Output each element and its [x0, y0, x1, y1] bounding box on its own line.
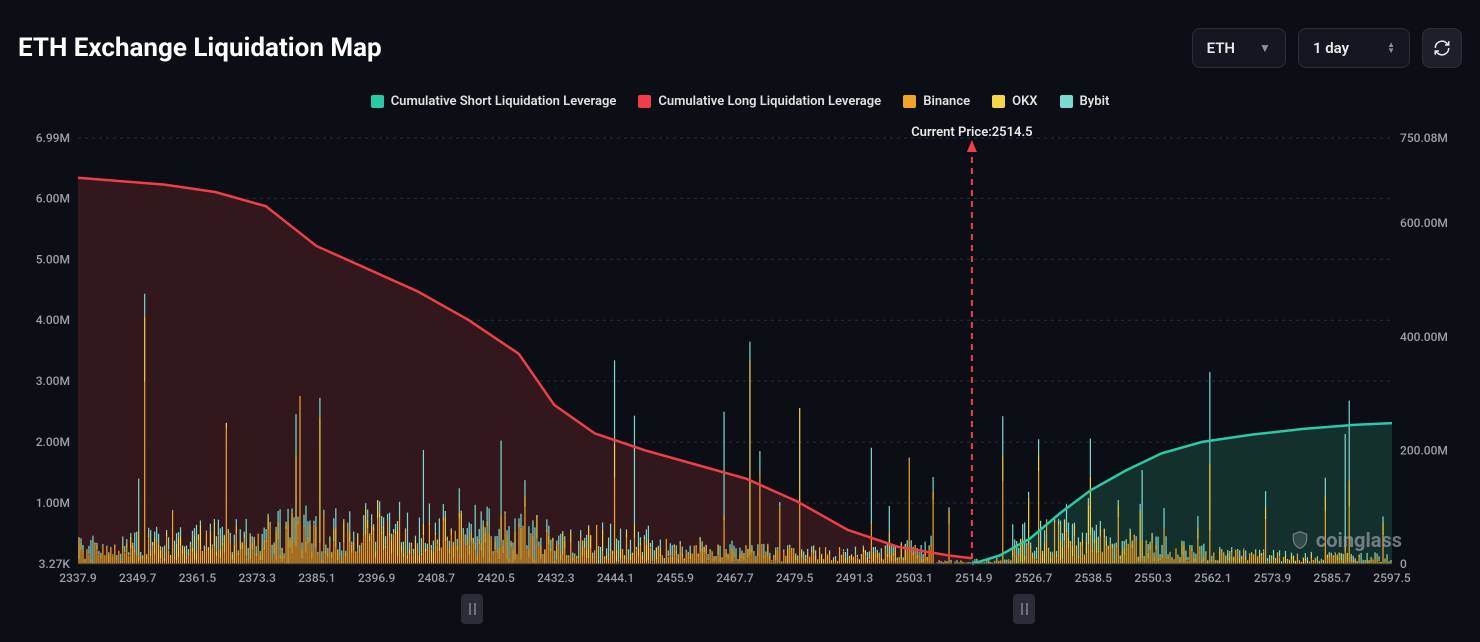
- svg-text:2408.7: 2408.7: [418, 571, 456, 585]
- svg-text:2562.1: 2562.1: [1194, 571, 1231, 585]
- svg-text:5.00M: 5.00M: [36, 252, 70, 266]
- svg-text:3.00M: 3.00M: [36, 374, 70, 388]
- range-select-value: 1 day: [1313, 39, 1349, 57]
- svg-text:2455.9: 2455.9: [657, 571, 695, 585]
- asset-select-value: ETH: [1207, 39, 1235, 57]
- svg-text:6.99M: 6.99M: [36, 131, 70, 145]
- svg-text:600.00M: 600.00M: [1400, 216, 1448, 230]
- svg-text:2467.7: 2467.7: [716, 571, 754, 585]
- legend-label: Cumulative Long Liquidation Leverage: [658, 94, 881, 109]
- svg-text:2373.3: 2373.3: [238, 571, 276, 585]
- legend-label: Bybit: [1080, 94, 1110, 109]
- svg-text:2514.9: 2514.9: [955, 571, 993, 585]
- legend-label: Cumulative Short Liquidation Leverage: [391, 94, 617, 109]
- legend-item-binance[interactable]: Binance: [903, 94, 970, 109]
- legend-item-long[interactable]: Cumulative Long Liquidation Leverage: [638, 94, 881, 109]
- chevron-down-icon: ▼: [1259, 41, 1271, 55]
- svg-text:2573.9: 2573.9: [1254, 571, 1292, 585]
- range-slider-left[interactable]: [461, 594, 483, 624]
- svg-text:2337.9: 2337.9: [59, 571, 97, 585]
- stepper-icon: ▲▼: [1387, 42, 1395, 54]
- svg-text:2444.1: 2444.1: [597, 571, 634, 585]
- svg-text:Current Price:2514.5: Current Price:2514.5: [911, 125, 1032, 140]
- legend: Cumulative Short Liquidation Leverage Cu…: [18, 86, 1462, 116]
- svg-text:2538.5: 2538.5: [1075, 571, 1113, 585]
- legend-swatch: [1060, 95, 1073, 108]
- svg-text:2526.7: 2526.7: [1015, 571, 1053, 585]
- svg-text:2.00M: 2.00M: [36, 435, 70, 449]
- svg-text:2597.5: 2597.5: [1373, 571, 1411, 585]
- legend-swatch: [638, 95, 651, 108]
- svg-text:750.08M: 750.08M: [1400, 131, 1448, 145]
- svg-text:2420.5: 2420.5: [477, 571, 515, 585]
- svg-text:2385.1: 2385.1: [298, 571, 335, 585]
- header-controls: ETH ▼ 1 day ▲▼: [1192, 28, 1462, 68]
- range-slider-right[interactable]: [1013, 594, 1035, 624]
- legend-swatch: [903, 95, 916, 108]
- svg-text:2491.3: 2491.3: [836, 571, 874, 585]
- range-select[interactable]: 1 day ▲▼: [1298, 28, 1410, 68]
- svg-text:2361.5: 2361.5: [179, 571, 217, 585]
- asset-select[interactable]: ETH ▼: [1192, 28, 1286, 68]
- svg-text:2550.3: 2550.3: [1134, 571, 1172, 585]
- legend-item-bybit[interactable]: Bybit: [1060, 94, 1110, 109]
- svg-text:2396.9: 2396.9: [358, 571, 396, 585]
- svg-text:1.00M: 1.00M: [36, 496, 70, 510]
- svg-text:2585.7: 2585.7: [1314, 571, 1352, 585]
- svg-text:2479.5: 2479.5: [776, 571, 814, 585]
- svg-text:2503.1: 2503.1: [895, 571, 932, 585]
- legend-swatch: [371, 95, 384, 108]
- svg-text:2349.7: 2349.7: [119, 571, 157, 585]
- svg-text:0: 0: [1400, 557, 1407, 571]
- svg-text:4.00M: 4.00M: [36, 313, 70, 327]
- chart-area: 3.27K 1.00M 2.00M 3.00M 4.00M 5.00M 6.00M 6.99M…: [18, 120, 1462, 632]
- refresh-icon: [1433, 39, 1451, 57]
- legend-label: Binance: [923, 94, 970, 109]
- legend-label: OKX: [1012, 94, 1037, 109]
- legend-item-okx[interactable]: OKX: [992, 94, 1037, 109]
- svg-text:3.27K: 3.27K: [39, 557, 71, 571]
- header: ETH Exchange Liquidation Map ETH ▼ 1 day…: [18, 18, 1462, 78]
- svg-text:200.00M: 200.00M: [1400, 443, 1448, 457]
- svg-text:6.00M: 6.00M: [36, 191, 70, 205]
- page-title: ETH Exchange Liquidation Map: [18, 33, 382, 63]
- liquidation-chart[interactable]: 3.27K 1.00M 2.00M 3.00M 4.00M 5.00M 6.00M 6.99M…: [18, 120, 1462, 632]
- svg-text:400.00M: 400.00M: [1400, 330, 1448, 344]
- legend-item-short[interactable]: Cumulative Short Liquidation Leverage: [371, 94, 617, 109]
- refresh-button[interactable]: [1422, 28, 1462, 68]
- legend-swatch: [992, 95, 1005, 108]
- svg-text:2432.3: 2432.3: [537, 571, 575, 585]
